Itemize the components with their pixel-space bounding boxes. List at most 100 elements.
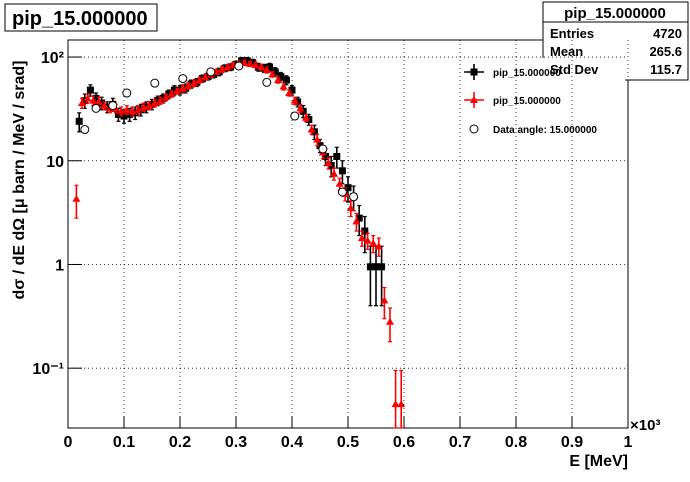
data-point — [380, 296, 389, 304]
y-tick-label: 10 — [46, 154, 64, 171]
data-point — [246, 59, 254, 67]
data-point — [333, 152, 341, 160]
stats-label: Std Dev — [550, 62, 599, 77]
data-point — [201, 73, 210, 81]
legend-marker — [470, 68, 478, 76]
data-point — [277, 72, 285, 80]
stats-value: 4720 — [653, 26, 682, 41]
data-point — [184, 81, 193, 89]
data-point — [150, 78, 160, 88]
data-point — [178, 74, 188, 84]
data-point — [374, 242, 383, 250]
data-point — [218, 65, 226, 73]
y-axis-label: dσ / dE dΩ [μ barn / MeV / srad] — [11, 61, 28, 300]
data-point — [243, 57, 251, 65]
data-point — [282, 76, 290, 84]
data-point — [318, 144, 328, 154]
data-point — [94, 97, 103, 105]
x-tick-label: 0.5 — [337, 434, 359, 451]
data-point — [344, 184, 352, 192]
data-point — [173, 87, 182, 95]
data-point — [322, 152, 330, 160]
data-point — [372, 263, 380, 271]
data-point — [145, 101, 154, 109]
data-point — [154, 97, 162, 105]
data-point — [195, 76, 204, 84]
data-point — [307, 125, 316, 133]
chart-title: pip_15.000000 — [12, 8, 148, 30]
data-point — [78, 99, 86, 107]
y-tick-label: 1 — [55, 257, 64, 274]
x-tick-label: 0.8 — [505, 434, 527, 451]
x-tick-label: 0.1 — [113, 434, 135, 451]
data-point — [363, 236, 372, 244]
data-point — [251, 60, 260, 68]
x-tick-label: 0.7 — [449, 434, 471, 451]
data-point — [397, 400, 406, 408]
data-point — [330, 169, 338, 177]
data-point — [366, 263, 374, 271]
data-point — [80, 125, 90, 135]
title-box — [4, 3, 158, 32]
data-point — [100, 101, 109, 109]
data-point — [114, 110, 122, 118]
legend-marker — [470, 96, 478, 103]
data-point — [167, 90, 176, 98]
data-point — [369, 239, 378, 247]
data-point — [391, 400, 400, 408]
legend-label: Data angle: 15.000000 — [493, 125, 597, 136]
stats-value: 265.6 — [649, 44, 682, 59]
data-point — [92, 94, 100, 102]
data-point — [338, 167, 346, 175]
data-point — [290, 96, 299, 104]
data-point — [238, 57, 246, 65]
data-point — [290, 111, 300, 121]
data-point — [355, 214, 363, 222]
data-point — [288, 86, 296, 94]
data-point — [274, 76, 282, 84]
stats-label: Mean — [550, 44, 583, 59]
stats-value: 115.7 — [650, 62, 682, 77]
x-tick-label: 0 — [64, 434, 73, 451]
data-point — [313, 135, 322, 143]
data-point — [271, 68, 279, 76]
data-point — [72, 194, 81, 202]
data-point — [302, 113, 310, 121]
data-point — [91, 103, 101, 113]
data-point — [378, 263, 386, 271]
x-exponent: ×10³ — [630, 417, 660, 434]
x-tick-label: 0.2 — [169, 434, 191, 451]
data-point — [122, 105, 131, 113]
x-tick-label: 0.4 — [281, 434, 303, 451]
x-tick-label: 0.3 — [225, 434, 247, 451]
data-point — [187, 80, 195, 88]
data-point — [337, 187, 347, 197]
legend-label: pip_15.000000 — [493, 68, 561, 79]
x-tick-label: 0.6 — [393, 434, 415, 451]
data-point — [122, 88, 132, 98]
legend-marker — [469, 124, 479, 134]
data-point — [89, 96, 98, 104]
y-tick-label: 10² — [41, 50, 64, 67]
data-point — [249, 59, 257, 67]
data-point — [268, 70, 277, 78]
data-point — [285, 89, 294, 97]
data-point — [346, 204, 355, 212]
data-point — [150, 99, 159, 107]
data-point — [178, 84, 187, 92]
stats-label: Entries — [550, 26, 594, 41]
stats-title: pip_15.000000 — [564, 5, 666, 22]
data-point — [349, 192, 359, 202]
data-point — [262, 66, 271, 74]
data-point — [134, 105, 142, 113]
x-axis-label: E [MeV] — [569, 453, 628, 470]
data-point — [190, 79, 198, 87]
x-tick-label: 0.9 — [561, 434, 583, 451]
data-point — [126, 110, 134, 118]
data-point — [223, 63, 232, 71]
data-point — [324, 159, 333, 167]
data-point — [86, 86, 94, 94]
data-point — [296, 104, 305, 112]
